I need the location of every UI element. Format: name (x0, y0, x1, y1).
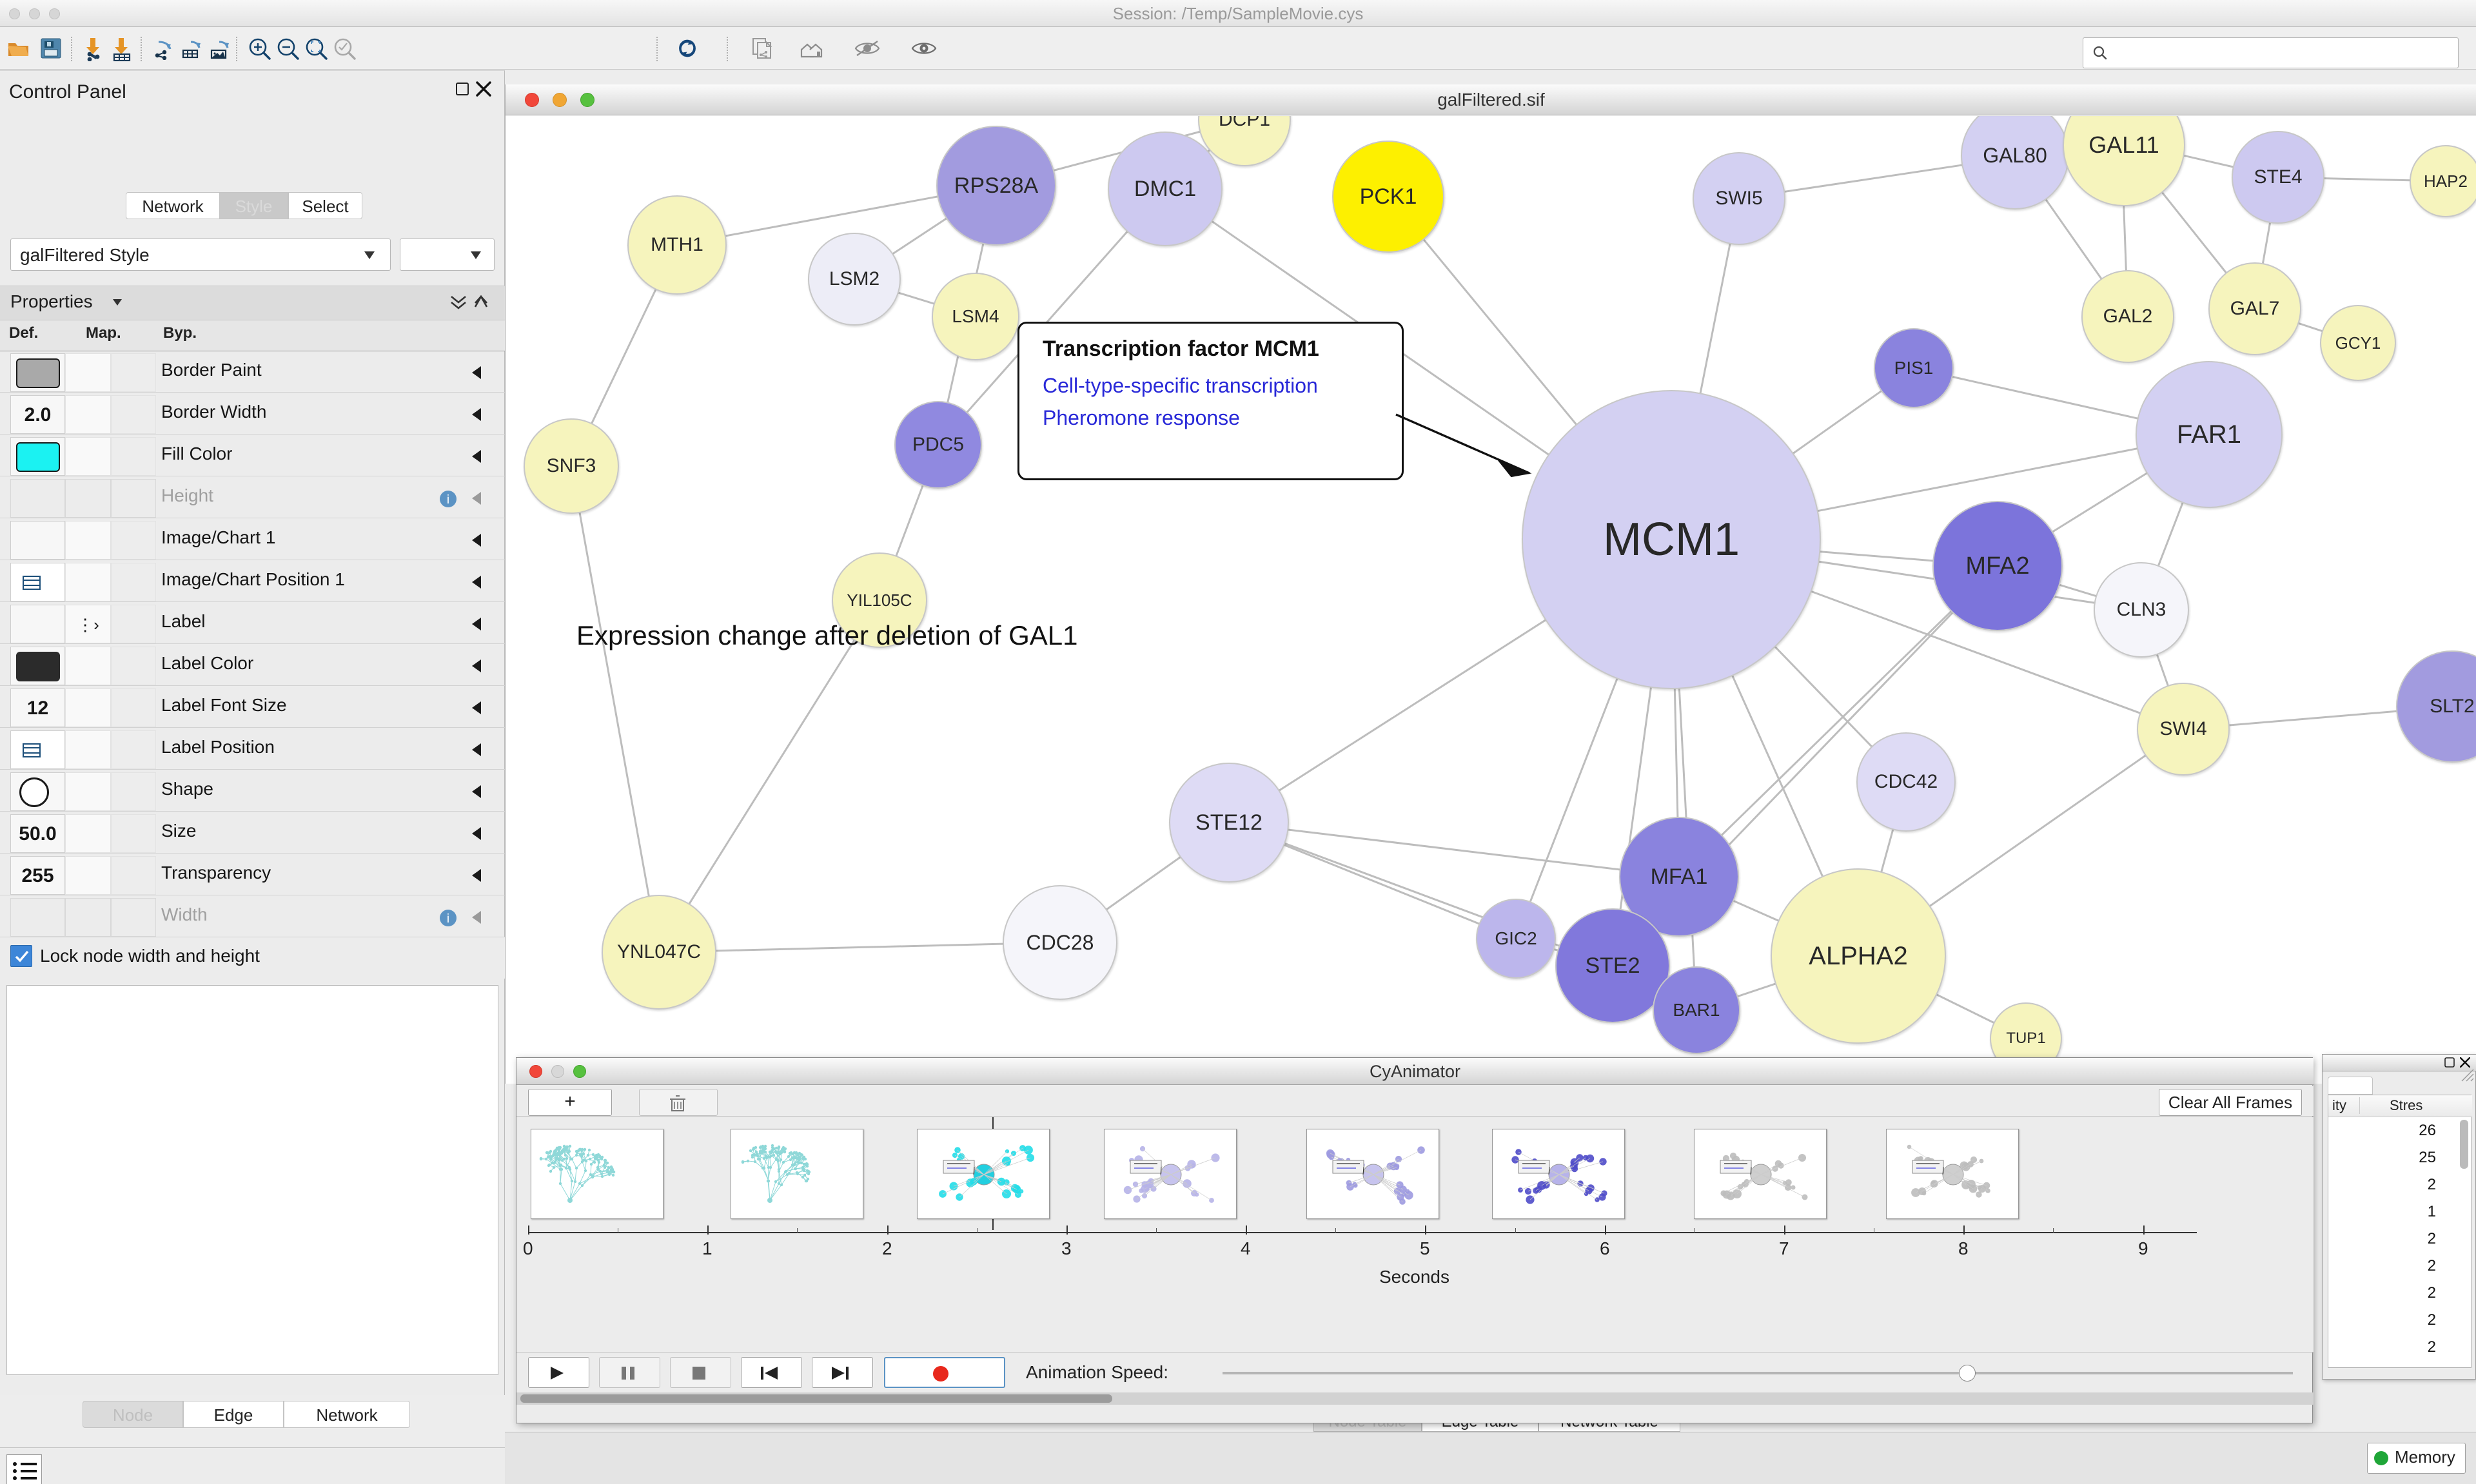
svg-text:i: i (447, 493, 449, 507)
svg-text:i: i (447, 912, 449, 926)
